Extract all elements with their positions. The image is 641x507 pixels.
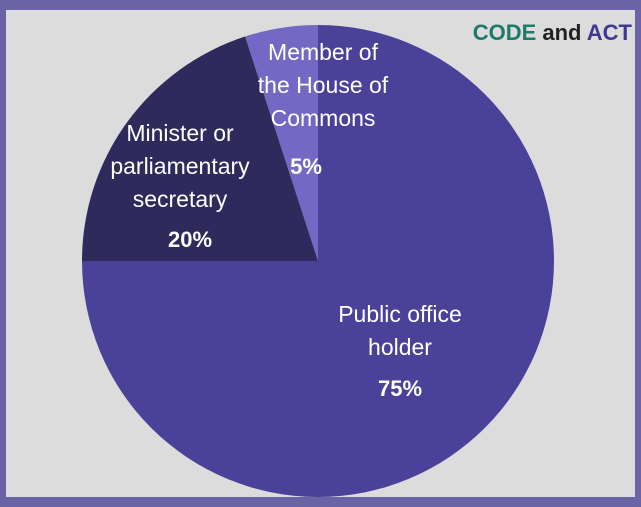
pie-slice <box>245 25 318 261</box>
slice-value-label: 5% <box>290 154 322 179</box>
pie-slice <box>82 36 318 262</box>
legend-code: CODE <box>473 20 537 45</box>
slice-label: Commons <box>271 105 376 131</box>
slice-value-label: 20% <box>168 227 212 252</box>
legend-act: ACT <box>587 20 633 45</box>
slice-label: secretary <box>133 186 228 212</box>
legend-and: and <box>536 20 587 45</box>
slice-label: Member of <box>268 39 379 65</box>
slice-label: Public office <box>338 301 462 327</box>
slice-label: Minister or <box>126 120 234 146</box>
slice-label: the House of <box>258 72 389 98</box>
chart-legend-title: CODE and ACT <box>473 20 633 45</box>
slice-label: holder <box>368 334 432 360</box>
slice-label: parliamentary <box>110 153 250 179</box>
slice-value-label: 75% <box>378 376 422 401</box>
